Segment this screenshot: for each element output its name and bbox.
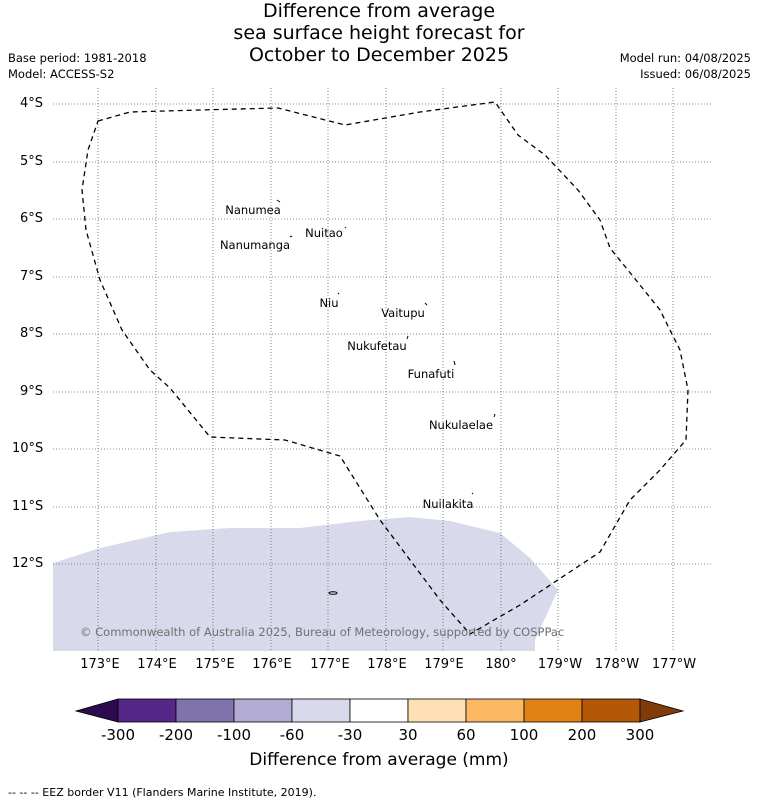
lon-label: 173°E [80,657,120,672]
gridlines [53,88,713,651]
colorbar-bin [175,698,235,723]
colorbar-tick: 300 [625,726,655,744]
colorbar-extend-max [639,698,685,723]
colorbar-tick: 200 [567,726,597,744]
lon-label: 177°W [651,657,697,672]
colorbar-tick: -100 [216,726,252,744]
lon-label: 180° [485,657,517,672]
colorbar-bin [349,698,409,723]
lat-label: 6°S [20,211,44,226]
colorbar-tick: 30 [398,726,418,744]
issued-date: Issued: 06/08/2025 [640,67,751,81]
colorbar-bin [407,698,467,723]
island-label-niu: Niu [319,296,339,310]
colorbar-tick: -300 [100,726,136,744]
colorbar-extend-min [74,698,119,723]
lat-label: 7°S [20,269,44,284]
colorbar [74,698,685,723]
lon-label: 176°E [252,657,292,672]
lat-label: 5°S [20,154,44,169]
lat-label: 11°S [12,499,44,514]
island-label-nanumea: Nanumea [225,203,281,217]
lon-label: 174°E [137,657,177,672]
colorbar-bin [117,698,177,723]
lat-label: 8°S [20,326,44,341]
colorbar-tick: 100 [509,726,539,744]
colorbar-tick: -200 [158,726,194,744]
colorbar-bin [523,698,583,723]
map-title-line-2: sea surface height forecast for [233,22,525,44]
lon-label: 179°W [537,657,583,672]
eez-footnote: -- -- -- EEZ border V11 (Flanders Marine… [8,786,317,799]
island-label-nukulaelae: Nukulaelae [428,418,494,432]
lat-label: 4°S [20,96,44,111]
lon-label: 177°E [310,657,350,672]
lon-label: 179°E [424,657,464,672]
map-title-line-3: October to December 2025 [248,44,510,66]
colorbar-tick: -30 [337,726,363,744]
lat-label: 9°S [20,384,44,399]
colorbar-bin [465,698,525,723]
colorbar-title: Difference from average (mm) [249,750,509,770]
eez-border [81,101,689,635]
lon-label: 178°W [594,657,640,672]
colorbar-bin [581,698,641,723]
colorbar-tick: 60 [456,726,476,744]
island-label-funafuti: Funafuti [407,367,455,381]
island-label-nanumanga: Nanumanga [219,238,291,252]
colorbar-bin [291,698,351,723]
copyright-notice: © Commonwealth of Australia 2025, Bureau… [80,625,565,639]
colorbar-bin [233,698,293,723]
lon-label: 178°E [367,657,407,672]
lon-label: 175°E [195,657,235,672]
anomaly-region [53,517,558,651]
model-run-date: Model run: 04/08/2025 [619,51,751,65]
lat-label: 12°S [12,556,44,571]
colorbar-tick: -60 [279,726,305,744]
island-label-nukufetau: Nukufetau [347,339,407,353]
island-label-nuilakita: Nuilakita [422,497,474,511]
map-title-line-1: Difference from average [262,0,496,22]
base-period: Base period: 1981-2018 [8,51,147,65]
island-marks [276,199,496,595]
island-label-nuitao: Nuitao [305,226,343,240]
lat-label: 10°S [12,441,44,456]
model-name: Model: ACCESS-S2 [8,67,115,81]
island-label-vaitupu: Vaitupu [381,306,425,320]
